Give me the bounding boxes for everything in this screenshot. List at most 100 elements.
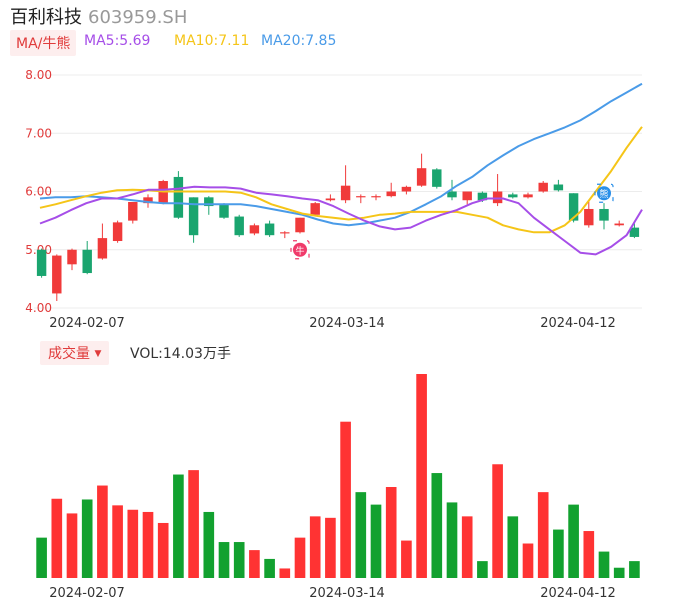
- volume-bar: [340, 421, 351, 578]
- ma-type-selector[interactable]: MA/牛熊: [10, 30, 77, 56]
- ma-lines: [39, 82, 643, 256]
- ma20-line: [39, 82, 643, 227]
- volume-bar: [142, 511, 154, 578]
- volume-bar: [385, 487, 397, 578]
- volume-bar: [279, 568, 291, 578]
- price-grid: [34, 74, 642, 309]
- volume-bar: [36, 537, 47, 578]
- y-tick-label: 8.00: [25, 68, 52, 82]
- volume-bar: [51, 498, 63, 578]
- signal-label: 牛: [295, 245, 304, 257]
- candle-body: [52, 255, 62, 294]
- volume-bar: [325, 517, 336, 578]
- candle-body: [264, 223, 275, 236]
- candle-body: [82, 249, 92, 274]
- candle-body: [310, 203, 320, 215]
- dropdown-arrow-icon: ▼: [94, 349, 102, 359]
- signal-frame: [594, 183, 614, 203]
- candle-body: [280, 232, 290, 234]
- x-tick-label: 2024-02-07: [49, 316, 125, 331]
- price-axis: 8.007.006.005.004.00: [25, 68, 52, 315]
- ma5-line: [39, 185, 643, 256]
- volume-bar: [583, 531, 595, 578]
- price-x-axis: 2024-02-07 2024-03-14 2024-04-12: [49, 316, 616, 331]
- volume-bar: [492, 464, 503, 578]
- volume-bar: [537, 492, 549, 578]
- volume-x-axis: 2024-02-07 2024-03-14 2024-04-12: [49, 586, 616, 601]
- candle-body: [356, 196, 366, 198]
- x-tick-label: 2024-04-12: [540, 586, 616, 601]
- candle-body: [477, 192, 488, 201]
- volume-bar: [157, 522, 169, 578]
- volume-bar: [203, 511, 215, 578]
- candle-body: [97, 238, 108, 259]
- signal-badge: [597, 186, 611, 201]
- candle-body: [173, 176, 184, 218]
- candle-body: [386, 191, 396, 197]
- candle-body: [629, 227, 640, 237]
- signal-badge: [293, 242, 307, 257]
- candle-body: [462, 191, 472, 201]
- bull-signal-icon: 牛: [290, 240, 310, 260]
- candle-body: [36, 249, 47, 276]
- candle-body: [128, 201, 138, 221]
- candle-body: [325, 198, 336, 201]
- volume-bar: [522, 543, 534, 578]
- volume-bar: [81, 499, 93, 578]
- volume-bar: [97, 485, 108, 578]
- candle-body: [584, 208, 594, 226]
- volume-bars: [36, 374, 640, 578]
- signal-frame: [290, 240, 310, 260]
- x-tick-label: 2024-02-07: [49, 586, 125, 601]
- candle-body: [508, 194, 518, 198]
- candle-body: [204, 197, 214, 207]
- ma5-label: MA5:5.69: [84, 33, 151, 49]
- volume-bar: [188, 470, 199, 578]
- x-tick-label: 2024-03-14: [309, 316, 385, 331]
- stock-name: 百利科技: [10, 7, 82, 28]
- candle-body: [614, 223, 624, 226]
- candle-body: [523, 194, 533, 198]
- candle-body: [538, 182, 548, 192]
- candle-body: [295, 217, 305, 233]
- volume-bar: [568, 504, 579, 578]
- volume-bar: [127, 509, 139, 578]
- volume-bar: [477, 561, 488, 578]
- candle-body: [143, 197, 153, 204]
- signal-markers: 牛熊: [290, 183, 614, 260]
- candle-body: [599, 208, 609, 221]
- volume-bar: [370, 504, 382, 578]
- stock-title: 百利科技 603959.SH: [10, 3, 187, 29]
- candle-body: [416, 168, 427, 186]
- bear-signal-icon: 熊: [594, 183, 614, 203]
- volume-bar: [294, 537, 306, 578]
- volume-bar: [416, 374, 427, 578]
- volume-indicator-label: 成交量: [48, 346, 90, 362]
- volume-bar: [355, 492, 367, 578]
- candlesticks: [36, 153, 640, 302]
- volume-bar: [233, 542, 245, 578]
- y-tick-label: 6.00: [25, 185, 52, 199]
- stock-code: 603959.SH: [88, 7, 188, 28]
- candle-body: [219, 204, 229, 218]
- volume-indicator-selector[interactable]: 成交量 ▼: [40, 341, 110, 365]
- volume-bar: [66, 513, 78, 578]
- candle-body: [401, 186, 412, 192]
- candle-body: [447, 191, 457, 198]
- volume-bar: [553, 529, 564, 578]
- candle-body: [112, 222, 123, 242]
- ma10-label: MA10:7.11: [174, 33, 250, 49]
- ma10-line: [39, 126, 643, 234]
- candle-body: [340, 185, 351, 201]
- candle-body: [249, 225, 260, 234]
- volume-bar: [629, 561, 640, 578]
- signal-label: 熊: [599, 188, 608, 200]
- volume-bar: [598, 551, 610, 578]
- volume-bar: [613, 567, 625, 578]
- candle-body: [67, 249, 77, 265]
- x-tick-label: 2024-04-12: [540, 316, 616, 331]
- candle-body: [188, 197, 199, 236]
- volume-bar: [507, 516, 519, 578]
- x-tick-label: 2024-03-14: [309, 586, 385, 601]
